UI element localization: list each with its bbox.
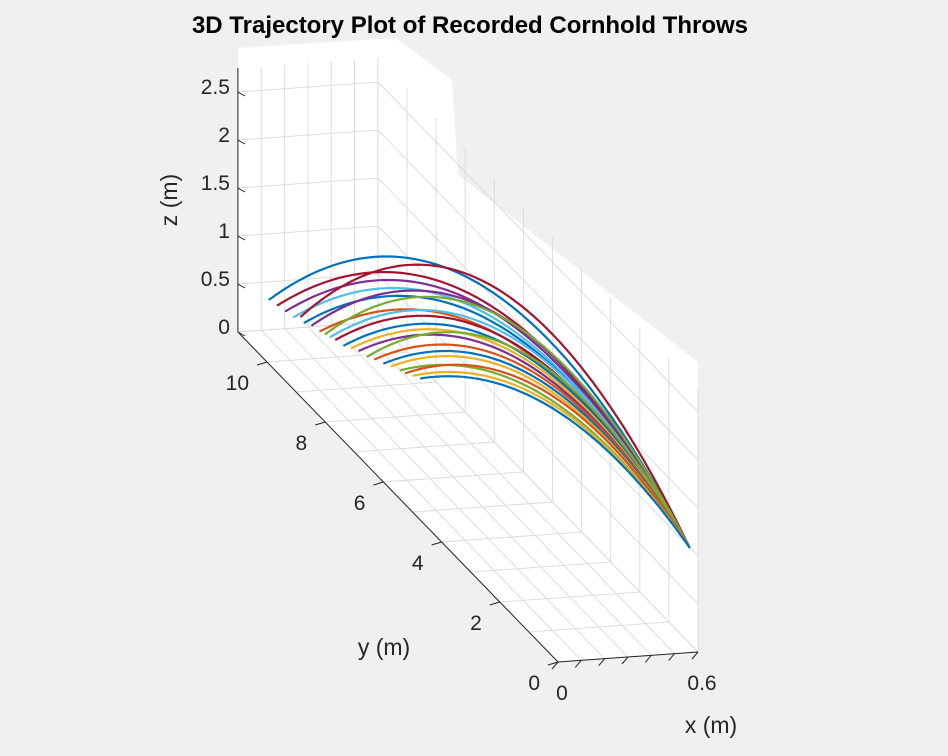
y-tick-mark — [256, 361, 268, 366]
y-tick-mark — [431, 541, 442, 546]
z-tick-label: 1 — [218, 220, 230, 243]
y-tick-label: 10 — [226, 372, 249, 395]
grid-line-x-floor — [260, 329, 582, 661]
y-tick-mark — [547, 661, 559, 666]
z-tick-label: 2.5 — [201, 76, 230, 99]
y-tick-label: 6 — [354, 492, 366, 515]
y-tick-label: 8 — [296, 432, 308, 455]
z-tick-mark — [237, 331, 246, 337]
z-tick-label: 2 — [218, 124, 230, 147]
trajectory-line — [420, 375, 691, 549]
grid-line-x-floor — [307, 326, 629, 658]
x-tick-label: 0 — [556, 682, 568, 705]
z-tick-label: 1.5 — [201, 172, 230, 195]
y-tick-label: 4 — [412, 552, 424, 575]
z-tick-mark — [237, 235, 246, 241]
z-tick-label: 0.5 — [201, 268, 230, 291]
trajectory-line — [404, 363, 691, 549]
z-tick-mark — [237, 91, 246, 97]
z-tick-mark — [237, 139, 246, 145]
y-axis-line — [237, 331, 559, 663]
trajectory-line — [366, 331, 691, 549]
x-tick-mark — [644, 654, 652, 663]
y-tick-mark — [373, 481, 384, 486]
z-axis-label: z (m) — [156, 174, 182, 226]
grid-line-z-wall — [377, 81, 699, 413]
y-tick-label: 2 — [470, 612, 482, 635]
trajectory-line — [268, 255, 691, 549]
trajectory-line — [412, 370, 691, 549]
x-tick-label: 0.6 — [687, 672, 716, 695]
trajectory-line — [324, 295, 691, 549]
x-axis-label: x (m) — [685, 712, 737, 738]
x-tick-mark — [691, 651, 699, 660]
y-tick-mark — [489, 601, 500, 606]
trajectory-line — [300, 263, 691, 549]
x-tick-mark — [621, 656, 629, 665]
x-tick-mark — [574, 659, 582, 668]
x-tick-mark — [668, 653, 675, 661]
chart-title: 3D Trajectory Plot of Recorded Cornhold … — [192, 12, 748, 39]
z-tick-mark — [237, 187, 246, 193]
x-tick-mark — [551, 661, 559, 670]
grid-line-z-wall — [377, 129, 699, 461]
y-axis-label: y (m) — [358, 634, 410, 660]
x-tick-mark — [598, 658, 606, 667]
axis-layer — [237, 68, 699, 670]
y-tick-label: 0 — [528, 672, 540, 695]
z-tick-label: 0 — [218, 316, 230, 339]
z-tick-mark — [237, 283, 246, 289]
axes-background — [238, 38, 698, 662]
tick-label-layer: 0 0.5 1 1.5 2 2.5 0 2 4 6 8 10 0 0.6 — [201, 76, 717, 705]
grid-line-x-floor — [330, 324, 652, 656]
grid-line-x-floor — [284, 328, 606, 660]
traces-layer — [268, 255, 691, 549]
y-tick-mark — [315, 421, 326, 426]
grid-line-x-floor — [354, 323, 675, 654]
